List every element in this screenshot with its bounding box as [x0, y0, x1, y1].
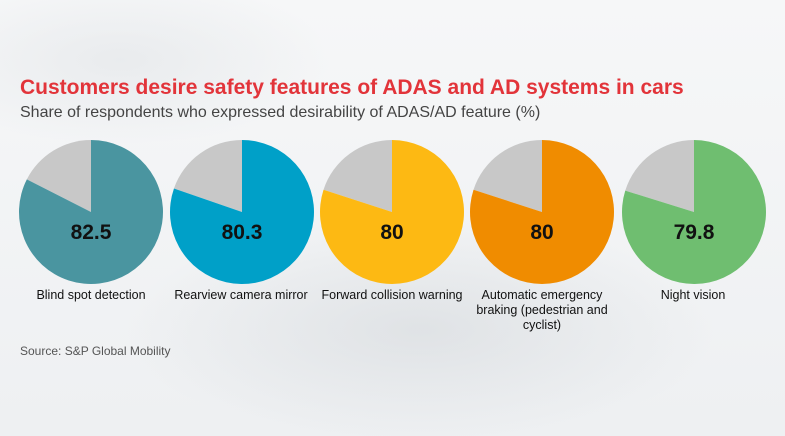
pie-label-night-vision: Night vision	[660, 288, 726, 302]
pie-slice-remainder	[625, 140, 694, 212]
pie-label-rearview-mirror: Rearview camera mirror	[174, 288, 308, 302]
source-note: Source: S&P Global Mobility	[20, 344, 171, 358]
pie-value-label: 80	[380, 221, 403, 244]
chart-subtitle: Share of respondents who expressed desir…	[20, 104, 541, 121]
pie-value-label: 82.5	[71, 221, 112, 244]
pie-label-forward-collision: Forward collision warning	[321, 288, 463, 302]
pie-value-label: 80	[530, 221, 553, 244]
chart-title: Customers desire safety features of ADAS…	[20, 76, 684, 99]
pie-slice-value	[622, 140, 767, 285]
pie-value-label: 79.8	[674, 221, 715, 244]
pie-slice-remainder	[473, 140, 542, 212]
pie-label-emergency-braking: Automatic emergency braking (pedestrian …	[476, 288, 608, 332]
pie-slice-remainder	[26, 140, 91, 212]
pie-slice-value	[469, 140, 614, 285]
pie-slice-remainder	[173, 140, 242, 212]
pie-value-label: 80.3	[222, 221, 263, 244]
pie-slice-value	[18, 140, 164, 284]
pie-label-blind-spot: Blind spot detection	[36, 288, 146, 302]
pie-slice-value	[170, 140, 315, 284]
pie-slice-value	[320, 140, 464, 284]
pie-slice-remainder	[323, 140, 392, 212]
